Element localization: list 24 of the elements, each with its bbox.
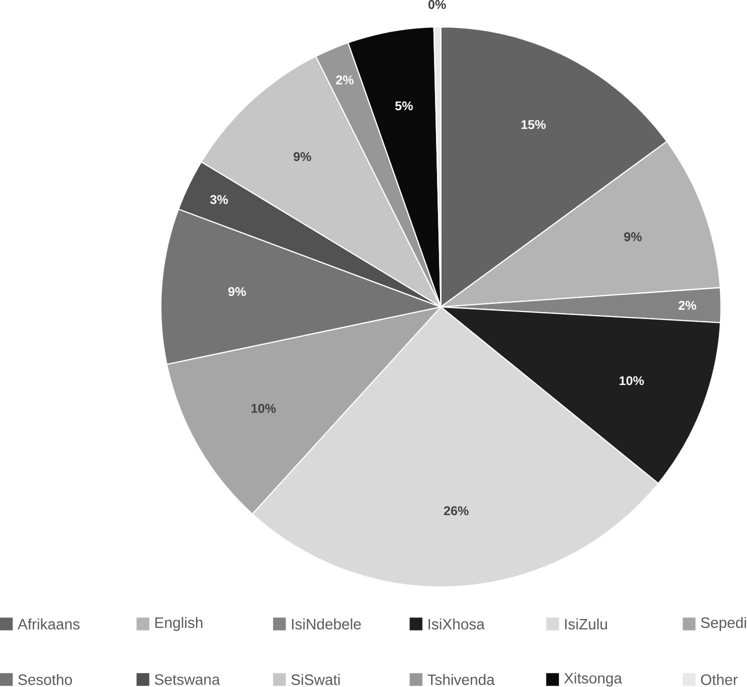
legend-label: Xitsonga [564, 672, 622, 687]
legend-label: IsiXhosa [428, 618, 485, 630]
data-label: 9% [294, 152, 312, 162]
data-label: 0% [428, 0, 446, 10]
data-label: 5% [395, 102, 413, 111]
data-label: 26% [444, 506, 469, 516]
data-label: 9% [228, 287, 246, 296]
data-label: 2% [336, 76, 354, 85]
data-label: 9% [624, 232, 642, 242]
legend-label: IsiNdebele [292, 618, 361, 630]
data-label: 15% [521, 120, 546, 130]
legend-label: Setswana [154, 674, 220, 686]
legend-label: Afrikaans [18, 618, 80, 630]
legend-label: Sesotho [18, 674, 72, 686]
data-label: 2% [678, 301, 696, 310]
data-label: 10% [620, 376, 644, 386]
legend-label: SiSwati [291, 674, 340, 686]
legend-label: English [155, 617, 202, 632]
data-label: 10% [252, 404, 276, 414]
data-label: 3% [210, 195, 228, 204]
legend-label: Tshivenda [428, 674, 495, 686]
legend-label: IsiZulu [565, 618, 607, 630]
legend-label: Other [701, 674, 738, 686]
legend-label: Sepedi [701, 617, 746, 632]
